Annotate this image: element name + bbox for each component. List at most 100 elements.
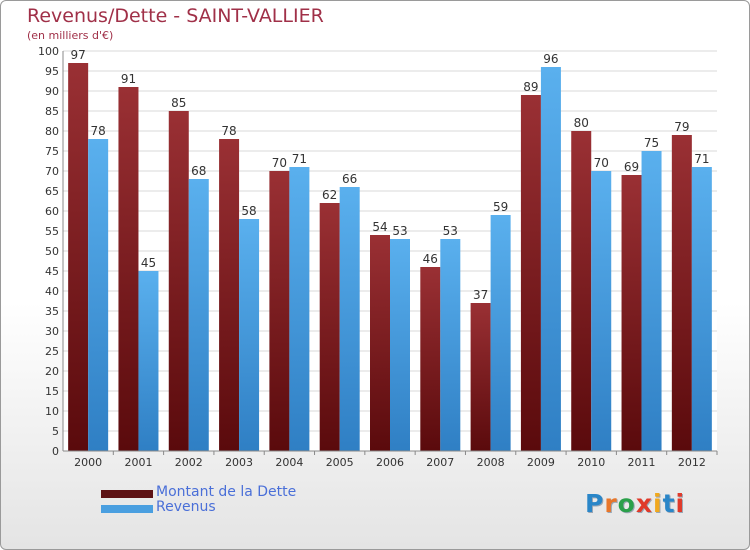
bar-dette	[571, 131, 592, 451]
y-tick-label: 95	[45, 65, 59, 78]
bar-dette	[520, 95, 541, 451]
bar-revenus	[339, 187, 360, 451]
bar-dette	[420, 267, 441, 451]
logo-letter: r	[604, 489, 618, 518]
data-label: 46	[423, 252, 438, 266]
data-label: 89	[523, 80, 538, 94]
y-tick-label: 75	[45, 145, 59, 158]
data-label: 45	[141, 256, 156, 270]
data-label: 71	[694, 152, 709, 166]
bar-dette	[168, 111, 189, 451]
y-tick-label: 50	[45, 245, 59, 258]
data-label: 58	[241, 204, 256, 218]
x-tick-label: 2010	[577, 456, 605, 469]
y-tick-label: 65	[45, 185, 59, 198]
x-tick-label: 2008	[477, 456, 505, 469]
bar-revenus	[691, 167, 712, 451]
axes: 0 5 10 15 20 25 30 35 40 45 50 55 60 65 70 75 80 85 90 95 10…	[38, 45, 718, 469]
data-label: 69	[624, 160, 639, 174]
bar-revenus	[390, 239, 410, 451]
x-tick-label: 2003	[225, 456, 253, 469]
bar-dette	[671, 135, 692, 451]
logo-letter: i	[653, 489, 663, 518]
y-tick-label: 55	[45, 225, 59, 238]
legend-swatch-debt	[101, 490, 153, 498]
data-label: 78	[221, 124, 236, 138]
bar-revenus	[490, 215, 511, 451]
y-tick-label: 20	[45, 365, 59, 378]
logo-letter: x	[635, 489, 653, 518]
logo-letter: o	[617, 489, 636, 518]
data-label: 66	[342, 172, 357, 186]
logo-letter: i	[675, 489, 686, 518]
x-tick-label: 2004	[275, 456, 303, 469]
y-tick-label: 85	[45, 105, 59, 118]
data-label: 62	[322, 188, 337, 202]
data-label: 68	[191, 164, 206, 178]
data-label: 70	[594, 156, 609, 170]
bar-dette	[118, 87, 139, 451]
data-label: 97	[71, 48, 86, 62]
y-tick-label: 10	[45, 405, 59, 418]
data-labels: 97 78 91 45 85 68 78 58 70 71 62 66 54 53 46 53 37 59 89 96…	[71, 48, 710, 302]
bars	[68, 63, 712, 451]
x-tick-label: 2011	[628, 456, 656, 469]
y-tick-label: 0	[52, 445, 59, 458]
bar-dette	[470, 303, 491, 451]
y-tick-label: 100	[38, 45, 59, 58]
bar-revenus	[591, 171, 612, 451]
x-tick-label: 2000	[74, 456, 102, 469]
y-tick-label: 70	[45, 165, 59, 178]
bar-revenus	[540, 67, 561, 451]
data-label: 53	[443, 224, 458, 238]
logo-letter: P	[585, 489, 605, 518]
bar-revenus	[440, 239, 461, 451]
legend-label-revenus: Revenus	[156, 499, 216, 515]
data-label: 53	[392, 224, 407, 238]
bar-revenus	[138, 271, 159, 451]
bar-revenus	[289, 167, 310, 451]
data-label: 59	[493, 200, 508, 214]
y-tick-label: 60	[45, 205, 59, 218]
bar-revenus	[88, 139, 109, 451]
bar-dette	[319, 203, 340, 451]
y-tick-label: 15	[45, 385, 59, 398]
legend-label-debt: Montant de la Dette	[156, 484, 297, 500]
x-tick-label: 2002	[175, 456, 203, 469]
data-label: 37	[473, 288, 488, 302]
data-label: 85	[171, 96, 186, 110]
x-tick-label: 2006	[376, 456, 404, 469]
bar-dette	[370, 235, 390, 451]
bar-dette	[269, 171, 290, 451]
data-label: 96	[543, 52, 558, 66]
bar-dette	[621, 175, 642, 451]
logo-letter: t	[662, 489, 676, 518]
legend-swatch-revenus	[101, 505, 153, 513]
y-tick-label: 45	[45, 265, 59, 278]
y-tick-label: 35	[45, 305, 59, 318]
y-tick-label: 90	[45, 85, 59, 98]
chart-title: Revenus/Dette - SAINT-VALLIER	[27, 5, 324, 27]
data-label: 75	[644, 136, 659, 150]
bar-revenus	[239, 219, 260, 451]
data-label: 54	[372, 220, 387, 234]
y-tick-label: 40	[45, 285, 59, 298]
x-tick-label: 2005	[326, 456, 354, 469]
x-tick-label: 2009	[527, 456, 555, 469]
chart-unit-label: (en milliers d'€)	[27, 29, 114, 42]
data-label: 79	[674, 120, 689, 134]
bar-revenus	[188, 179, 209, 451]
y-tick-label: 80	[45, 125, 59, 138]
data-label: 80	[574, 116, 589, 130]
bar-dette	[219, 139, 240, 451]
bar-dette	[68, 63, 89, 451]
proxiti-logo: Proxiti	[585, 489, 685, 518]
data-label: 78	[91, 124, 106, 138]
data-label: 71	[292, 152, 307, 166]
x-tick-label: 2007	[426, 456, 454, 469]
x-tick-label: 2001	[124, 456, 152, 469]
y-tick-label: 30	[45, 325, 59, 338]
y-tick-label: 25	[45, 345, 59, 358]
